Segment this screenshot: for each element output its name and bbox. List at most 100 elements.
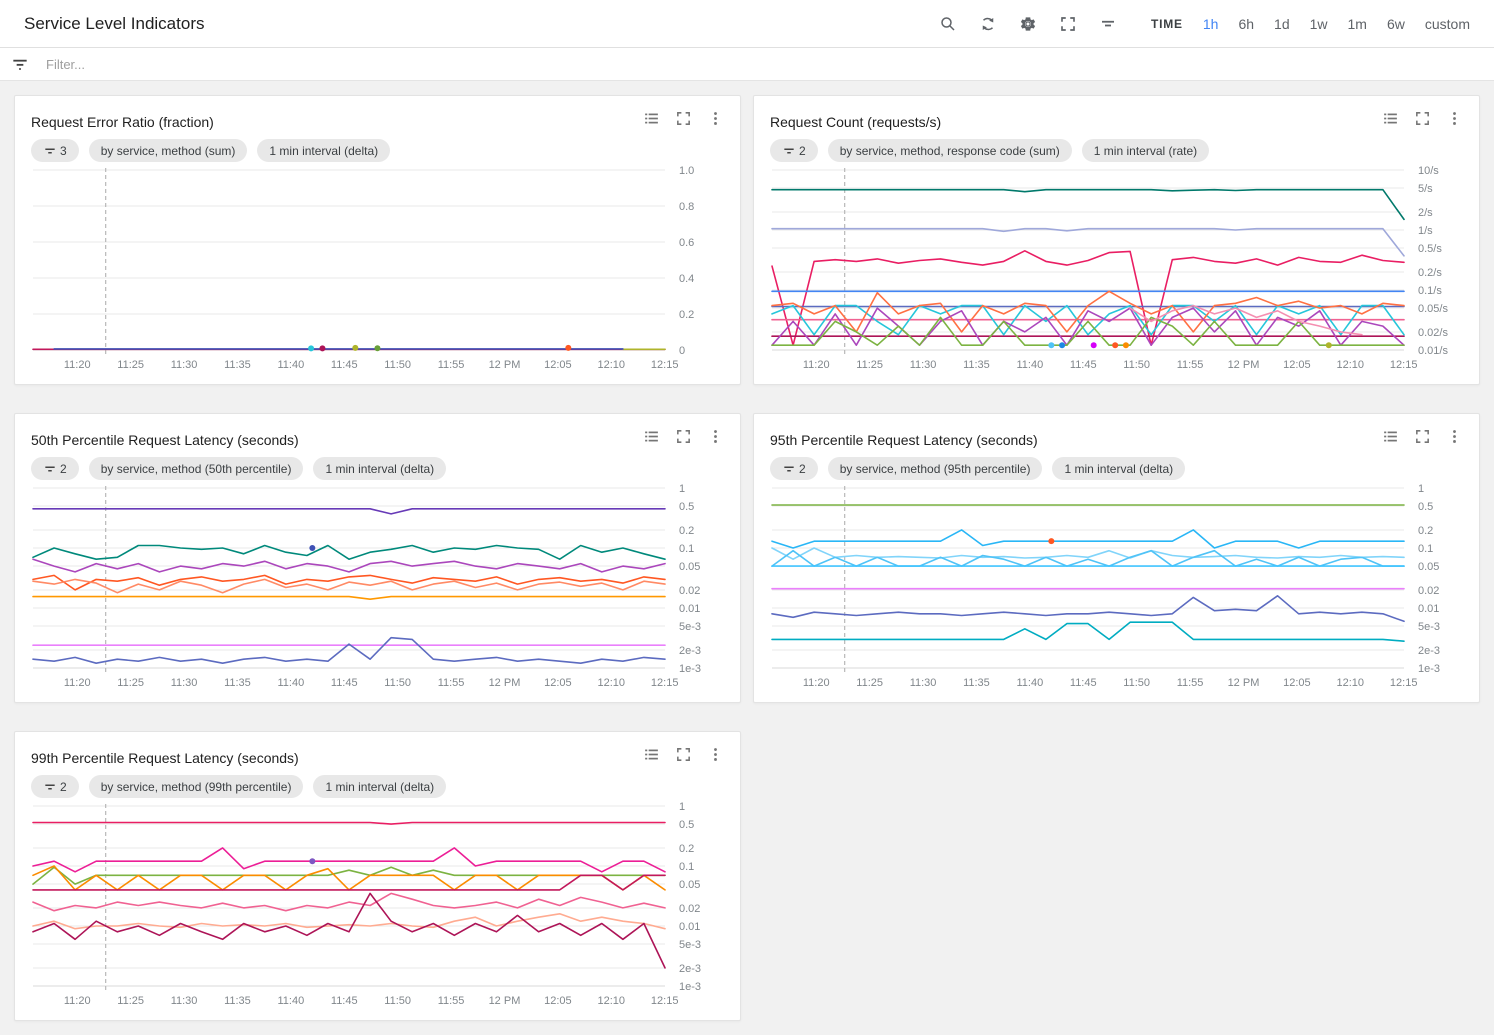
svg-text:11:35: 11:35	[963, 677, 990, 689]
svg-text:0.02: 0.02	[1418, 585, 1439, 597]
settings-gear-icon[interactable]	[1019, 15, 1037, 33]
svg-text:12:05: 12:05	[1283, 677, 1311, 689]
svg-text:12:05: 12:05	[544, 995, 572, 1007]
chip-filter-icon	[782, 144, 796, 158]
filter-icon[interactable]	[10, 54, 30, 74]
svg-text:5e-3: 5e-3	[679, 621, 701, 633]
legend-list-icon[interactable]	[643, 746, 660, 763]
kebab-menu-icon[interactable]	[707, 428, 724, 445]
svg-text:11:30: 11:30	[171, 677, 198, 689]
fullscreen-icon[interactable]	[1059, 15, 1077, 33]
interval-chip[interactable]: 1 min interval (delta)	[257, 139, 390, 162]
interval-chip[interactable]: 1 min interval (delta)	[313, 457, 446, 480]
svg-text:0.02: 0.02	[679, 585, 700, 597]
grouping-chip[interactable]: by service, method, response code (sum)	[828, 139, 1072, 162]
svg-text:11:55: 11:55	[438, 995, 465, 1007]
filter-count-chip[interactable]: 3	[31, 139, 79, 162]
chart-plot[interactable]: 10.50.20.10.050.020.015e-32e-31e-311:201…	[31, 802, 724, 1008]
interval-chip[interactable]: 1 min interval (delta)	[313, 775, 446, 798]
legend-list-icon[interactable]	[1382, 428, 1399, 445]
kebab-menu-icon[interactable]	[707, 110, 724, 127]
svg-text:11:35: 11:35	[224, 677, 251, 689]
svg-text:0: 0	[679, 345, 685, 357]
svg-text:0.1: 0.1	[1418, 543, 1433, 555]
interval-chip[interactable]: 1 min interval (rate)	[1082, 139, 1209, 162]
svg-text:0.1/s: 0.1/s	[1418, 285, 1442, 297]
chart-plot[interactable]: 10/s5/s2/s1/s0.5/s0.2/s0.1/s0.05/s0.02/s…	[770, 166, 1463, 372]
time-range-selector: TIME 1h 6h 1d 1w 1m 6w custom	[1151, 16, 1470, 32]
svg-text:11:25: 11:25	[117, 359, 144, 371]
legend-list-icon[interactable]	[643, 110, 660, 127]
chip-filter-icon	[43, 462, 57, 476]
kebab-menu-icon[interactable]	[1446, 428, 1463, 445]
svg-text:11:50: 11:50	[384, 359, 411, 371]
refresh-icon[interactable]	[979, 15, 997, 33]
svg-text:10/s: 10/s	[1418, 166, 1439, 177]
svg-text:11:55: 11:55	[1177, 359, 1204, 371]
interval-chip[interactable]: 1 min interval (delta)	[1052, 457, 1185, 480]
chip-filter-icon	[43, 780, 57, 794]
filter-count-chip[interactable]: 2	[31, 775, 79, 798]
svg-text:11:25: 11:25	[117, 995, 144, 1007]
time-option-1h[interactable]: 1h	[1203, 16, 1219, 32]
svg-text:11:20: 11:20	[64, 359, 91, 371]
expand-icon[interactable]	[1414, 110, 1431, 127]
svg-text:11:40: 11:40	[1016, 359, 1043, 371]
legend-list-icon[interactable]	[1382, 110, 1399, 127]
time-option-1d[interactable]: 1d	[1274, 16, 1290, 32]
time-option-1w[interactable]: 1w	[1310, 16, 1328, 32]
svg-text:11:40: 11:40	[277, 359, 304, 371]
time-option-6h[interactable]: 6h	[1238, 16, 1254, 32]
chart-plot[interactable]: 10.50.20.10.050.020.015e-32e-31e-311:201…	[770, 484, 1463, 690]
svg-text:0.02/s: 0.02/s	[1418, 327, 1448, 339]
search-icon[interactable]	[939, 15, 957, 33]
svg-text:12 PM: 12 PM	[489, 677, 521, 689]
svg-text:0.2: 0.2	[1418, 525, 1433, 537]
expand-icon[interactable]	[1414, 428, 1431, 445]
time-option-custom[interactable]: custom	[1425, 16, 1470, 32]
svg-text:11:40: 11:40	[277, 677, 304, 689]
grouping-chip[interactable]: by service, method (sum)	[89, 139, 248, 162]
svg-text:1e-3: 1e-3	[1418, 663, 1440, 675]
chart-panel-95th-latency: 95th Percentile Request Latency (seconds…	[753, 413, 1480, 703]
svg-text:11:25: 11:25	[856, 359, 883, 371]
svg-text:0.2: 0.2	[679, 525, 694, 537]
svg-text:0.05: 0.05	[679, 879, 700, 891]
svg-text:0.6: 0.6	[679, 237, 694, 249]
svg-text:0.01/s: 0.01/s	[1418, 345, 1448, 357]
grouping-chip[interactable]: by service, method (99th percentile)	[89, 775, 304, 798]
expand-icon[interactable]	[675, 746, 692, 763]
svg-text:11:30: 11:30	[171, 359, 198, 371]
svg-text:5/s: 5/s	[1418, 183, 1433, 195]
chart-plot[interactable]: 10.50.20.10.050.020.015e-32e-31e-311:201…	[31, 484, 724, 690]
svg-text:12:10: 12:10	[598, 359, 626, 371]
svg-text:0.4: 0.4	[679, 273, 694, 285]
filter-count-chip[interactable]: 2	[31, 457, 79, 480]
chart-panel-request-count: Request Count (requests/s) 2 by service,…	[753, 95, 1480, 385]
svg-text:12:15: 12:15	[651, 359, 679, 371]
toolbar	[939, 15, 1117, 33]
svg-text:12 PM: 12 PM	[489, 995, 521, 1007]
filter-count-chip[interactable]: 2	[770, 457, 818, 480]
chart-plot[interactable]: 1.00.80.60.40.2011:2011:2511:3011:3511:4…	[31, 166, 724, 372]
chart-panel-50th-latency: 50th Percentile Request Latency (seconds…	[14, 413, 741, 703]
expand-icon[interactable]	[675, 428, 692, 445]
chart-title: 99th Percentile Request Latency (seconds…	[31, 746, 299, 766]
svg-text:12:15: 12:15	[1390, 677, 1418, 689]
svg-text:0.1: 0.1	[679, 543, 694, 555]
kebab-menu-icon[interactable]	[1446, 110, 1463, 127]
grouping-chip[interactable]: by service, method (95th percentile)	[828, 457, 1043, 480]
svg-text:0.01: 0.01	[679, 603, 700, 615]
time-option-6w[interactable]: 6w	[1387, 16, 1405, 32]
filter-list-icon[interactable]	[1099, 15, 1117, 33]
filter-input[interactable]	[44, 56, 644, 73]
legend-list-icon[interactable]	[643, 428, 660, 445]
svg-text:0.2: 0.2	[679, 843, 694, 855]
svg-text:0.8: 0.8	[679, 201, 694, 213]
filter-count-chip[interactable]: 2	[770, 139, 818, 162]
grouping-chip[interactable]: by service, method (50th percentile)	[89, 457, 304, 480]
expand-icon[interactable]	[675, 110, 692, 127]
time-option-1m[interactable]: 1m	[1348, 16, 1367, 32]
chart-title: Request Error Ratio (fraction)	[31, 110, 214, 130]
kebab-menu-icon[interactable]	[707, 746, 724, 763]
